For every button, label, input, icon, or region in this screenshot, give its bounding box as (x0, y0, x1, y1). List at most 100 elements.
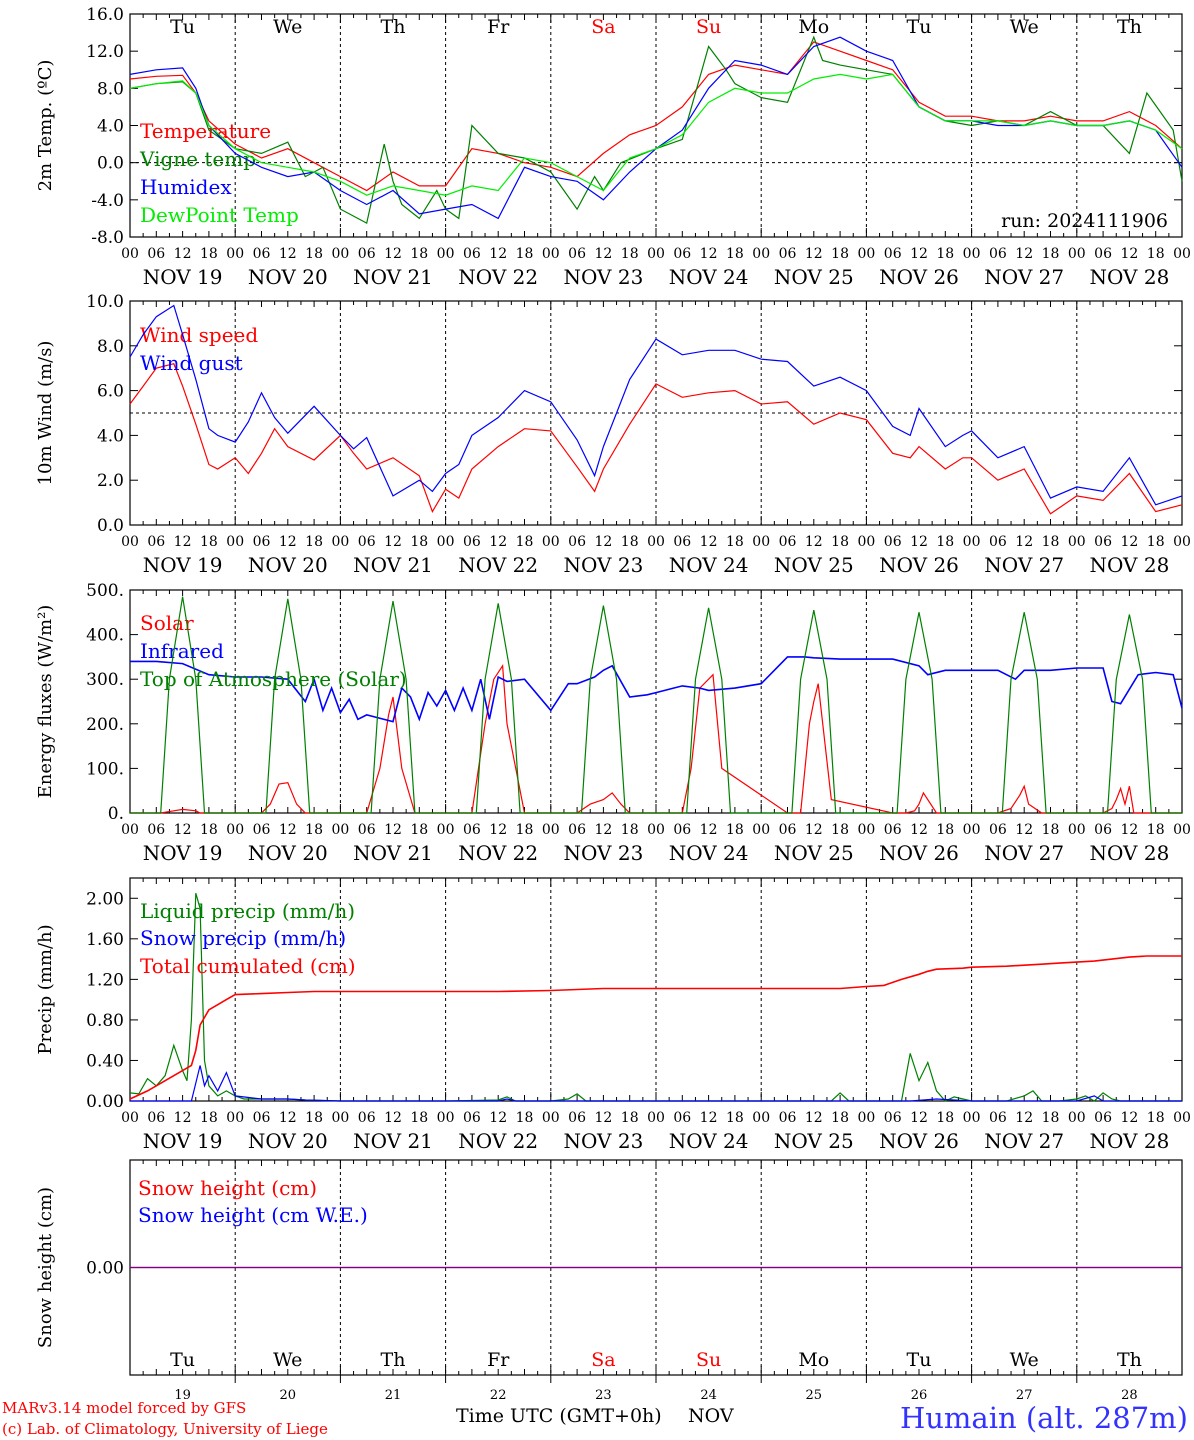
date-label: NOV 28 (1090, 1129, 1170, 1153)
hour-label: 06 (358, 822, 376, 838)
hour-label: 00 (857, 534, 875, 550)
hour-label: 06 (884, 534, 902, 550)
station-name: Humain (alt. 287m) (900, 1401, 1188, 1435)
date-label: NOV 24 (669, 1129, 749, 1153)
hour-label: 06 (358, 1110, 376, 1126)
hour-label: 06 (253, 1110, 271, 1126)
date-label: NOV 19 (143, 265, 223, 289)
hour-label: 18 (410, 534, 428, 550)
hour-label: 00 (331, 246, 349, 262)
hour-label: 12 (1015, 246, 1033, 262)
y-axis-label: 10m Wind (m/s) (35, 341, 56, 486)
date-label: NOV 28 (1090, 841, 1170, 865)
hour-label: 12 (805, 822, 823, 838)
day-number: 26 (911, 1388, 928, 1403)
run-label: run: 2024111906 (1001, 210, 1168, 232)
day-name: Tu (907, 16, 932, 38)
y-tick-label: 100. (86, 759, 124, 779)
day-name: Sa (591, 16, 615, 38)
date-label: NOV 25 (774, 1129, 854, 1153)
hour-label: 12 (594, 246, 612, 262)
hour-label: 06 (884, 1110, 902, 1126)
date-label: NOV 21 (353, 1129, 433, 1153)
hour-label: 00 (1173, 246, 1191, 262)
hour-label: 00 (1068, 1110, 1086, 1126)
y-tick-label: 12.0 (86, 42, 124, 62)
hour-label: 00 (226, 246, 244, 262)
y-tick-label: 2.00 (86, 889, 124, 909)
hour-label: 00 (857, 1110, 875, 1126)
hour-label: 12 (700, 534, 718, 550)
hour-label: 12 (489, 1110, 507, 1126)
hour-label: 18 (621, 1110, 639, 1126)
y-tick-label: -8.0 (91, 228, 124, 248)
hour-label: 18 (726, 534, 744, 550)
hour-label: 06 (989, 534, 1007, 550)
hour-label: 06 (463, 822, 481, 838)
y-tick-label: -4.0 (91, 191, 124, 211)
y-tick-label: 4.0 (97, 426, 124, 446)
legend-entry: Total cumulated (cm) (140, 954, 356, 978)
hour-label: 18 (1147, 822, 1165, 838)
hour-label: 00 (1173, 1110, 1191, 1126)
series-line-top-of-atmosphere-solar- (130, 596, 1182, 814)
legend-entry: Wind speed (140, 323, 258, 347)
hour-label: 12 (1120, 1110, 1138, 1126)
y-axis-label: Energy fluxes (W/m²) (35, 605, 56, 799)
time-axis-label: Time UTC (GMT+0h) (456, 1405, 662, 1427)
date-label: NOV 20 (248, 553, 328, 577)
panel-temp: 16.0 12.0 8.0 4.0 0.0 -4.0 -8.0 2m Temp. (ºC) Te… (35, 5, 1191, 289)
legend-entry: Snow precip (mm/h) (140, 926, 346, 950)
legend-entry: Temperature (140, 119, 271, 143)
hour-label: 12 (174, 246, 192, 262)
hour-label: 12 (700, 246, 718, 262)
day-name: Tu (170, 1349, 195, 1371)
date-label: NOV 25 (774, 265, 854, 289)
hour-label: 00 (1068, 822, 1086, 838)
date-label: NOV 26 (879, 265, 959, 289)
hour-label: 00 (331, 534, 349, 550)
legend-entry: Humidex (140, 175, 232, 199)
day-number: 19 (174, 1388, 191, 1403)
hour-label: 06 (568, 246, 586, 262)
hour-label: 06 (1094, 534, 1112, 550)
y-axis-label: 2m Temp. (ºC) (35, 60, 56, 192)
hour-label: 12 (489, 534, 507, 550)
date-label: NOV 26 (879, 1129, 959, 1153)
hour-label: 18 (200, 246, 218, 262)
y-axis-label: Precip (mm/h) (35, 924, 56, 1054)
day-name: Tu (170, 16, 195, 38)
hour-label: 18 (516, 1110, 534, 1126)
y-tick-label: 0.40 (86, 1051, 124, 1071)
legend-entry: Top of Atmosphere (Solar) (140, 667, 407, 691)
legend-entry: DewPoint Temp (140, 203, 299, 227)
hour-label: 18 (200, 1110, 218, 1126)
day-name: Su (696, 1349, 721, 1371)
hour-label: 18 (621, 246, 639, 262)
date-label: NOV 26 (879, 841, 959, 865)
hour-label: 18 (200, 534, 218, 550)
hour-label: 18 (516, 246, 534, 262)
date-label: NOV 23 (564, 1129, 644, 1153)
hour-label: 12 (384, 534, 402, 550)
hour-label: 18 (516, 534, 534, 550)
hour-label: 00 (647, 246, 665, 262)
hour-label: 18 (200, 822, 218, 838)
hour-label: 00 (226, 822, 244, 838)
hour-label: 18 (410, 822, 428, 838)
legend-entry: Liquid precip (mm/h) (140, 899, 355, 923)
day-number: 21 (385, 1388, 402, 1403)
hour-label: 12 (384, 246, 402, 262)
hour-label: 06 (147, 822, 165, 838)
copyright-credit: (c) Lab. of Climatology, University of L… (2, 1420, 328, 1438)
hour-label: 18 (621, 534, 639, 550)
panel-energy: 500. 400. 300. 200. 100. 0. Energy fluxes (W/m… (35, 581, 1191, 865)
hour-label: 00 (963, 246, 981, 262)
panel-wind: 10.0 8.0 6.0 4.0 2.0 0.0 10m Wind (m/s) Wind sp… (35, 292, 1191, 577)
hour-label: 06 (989, 1110, 1007, 1126)
hour-label: 00 (1068, 246, 1086, 262)
hour-label: 00 (857, 246, 875, 262)
y-tick-label: 8.0 (97, 79, 124, 99)
hour-label: 00 (1173, 534, 1191, 550)
date-label: NOV 19 (143, 1129, 223, 1153)
